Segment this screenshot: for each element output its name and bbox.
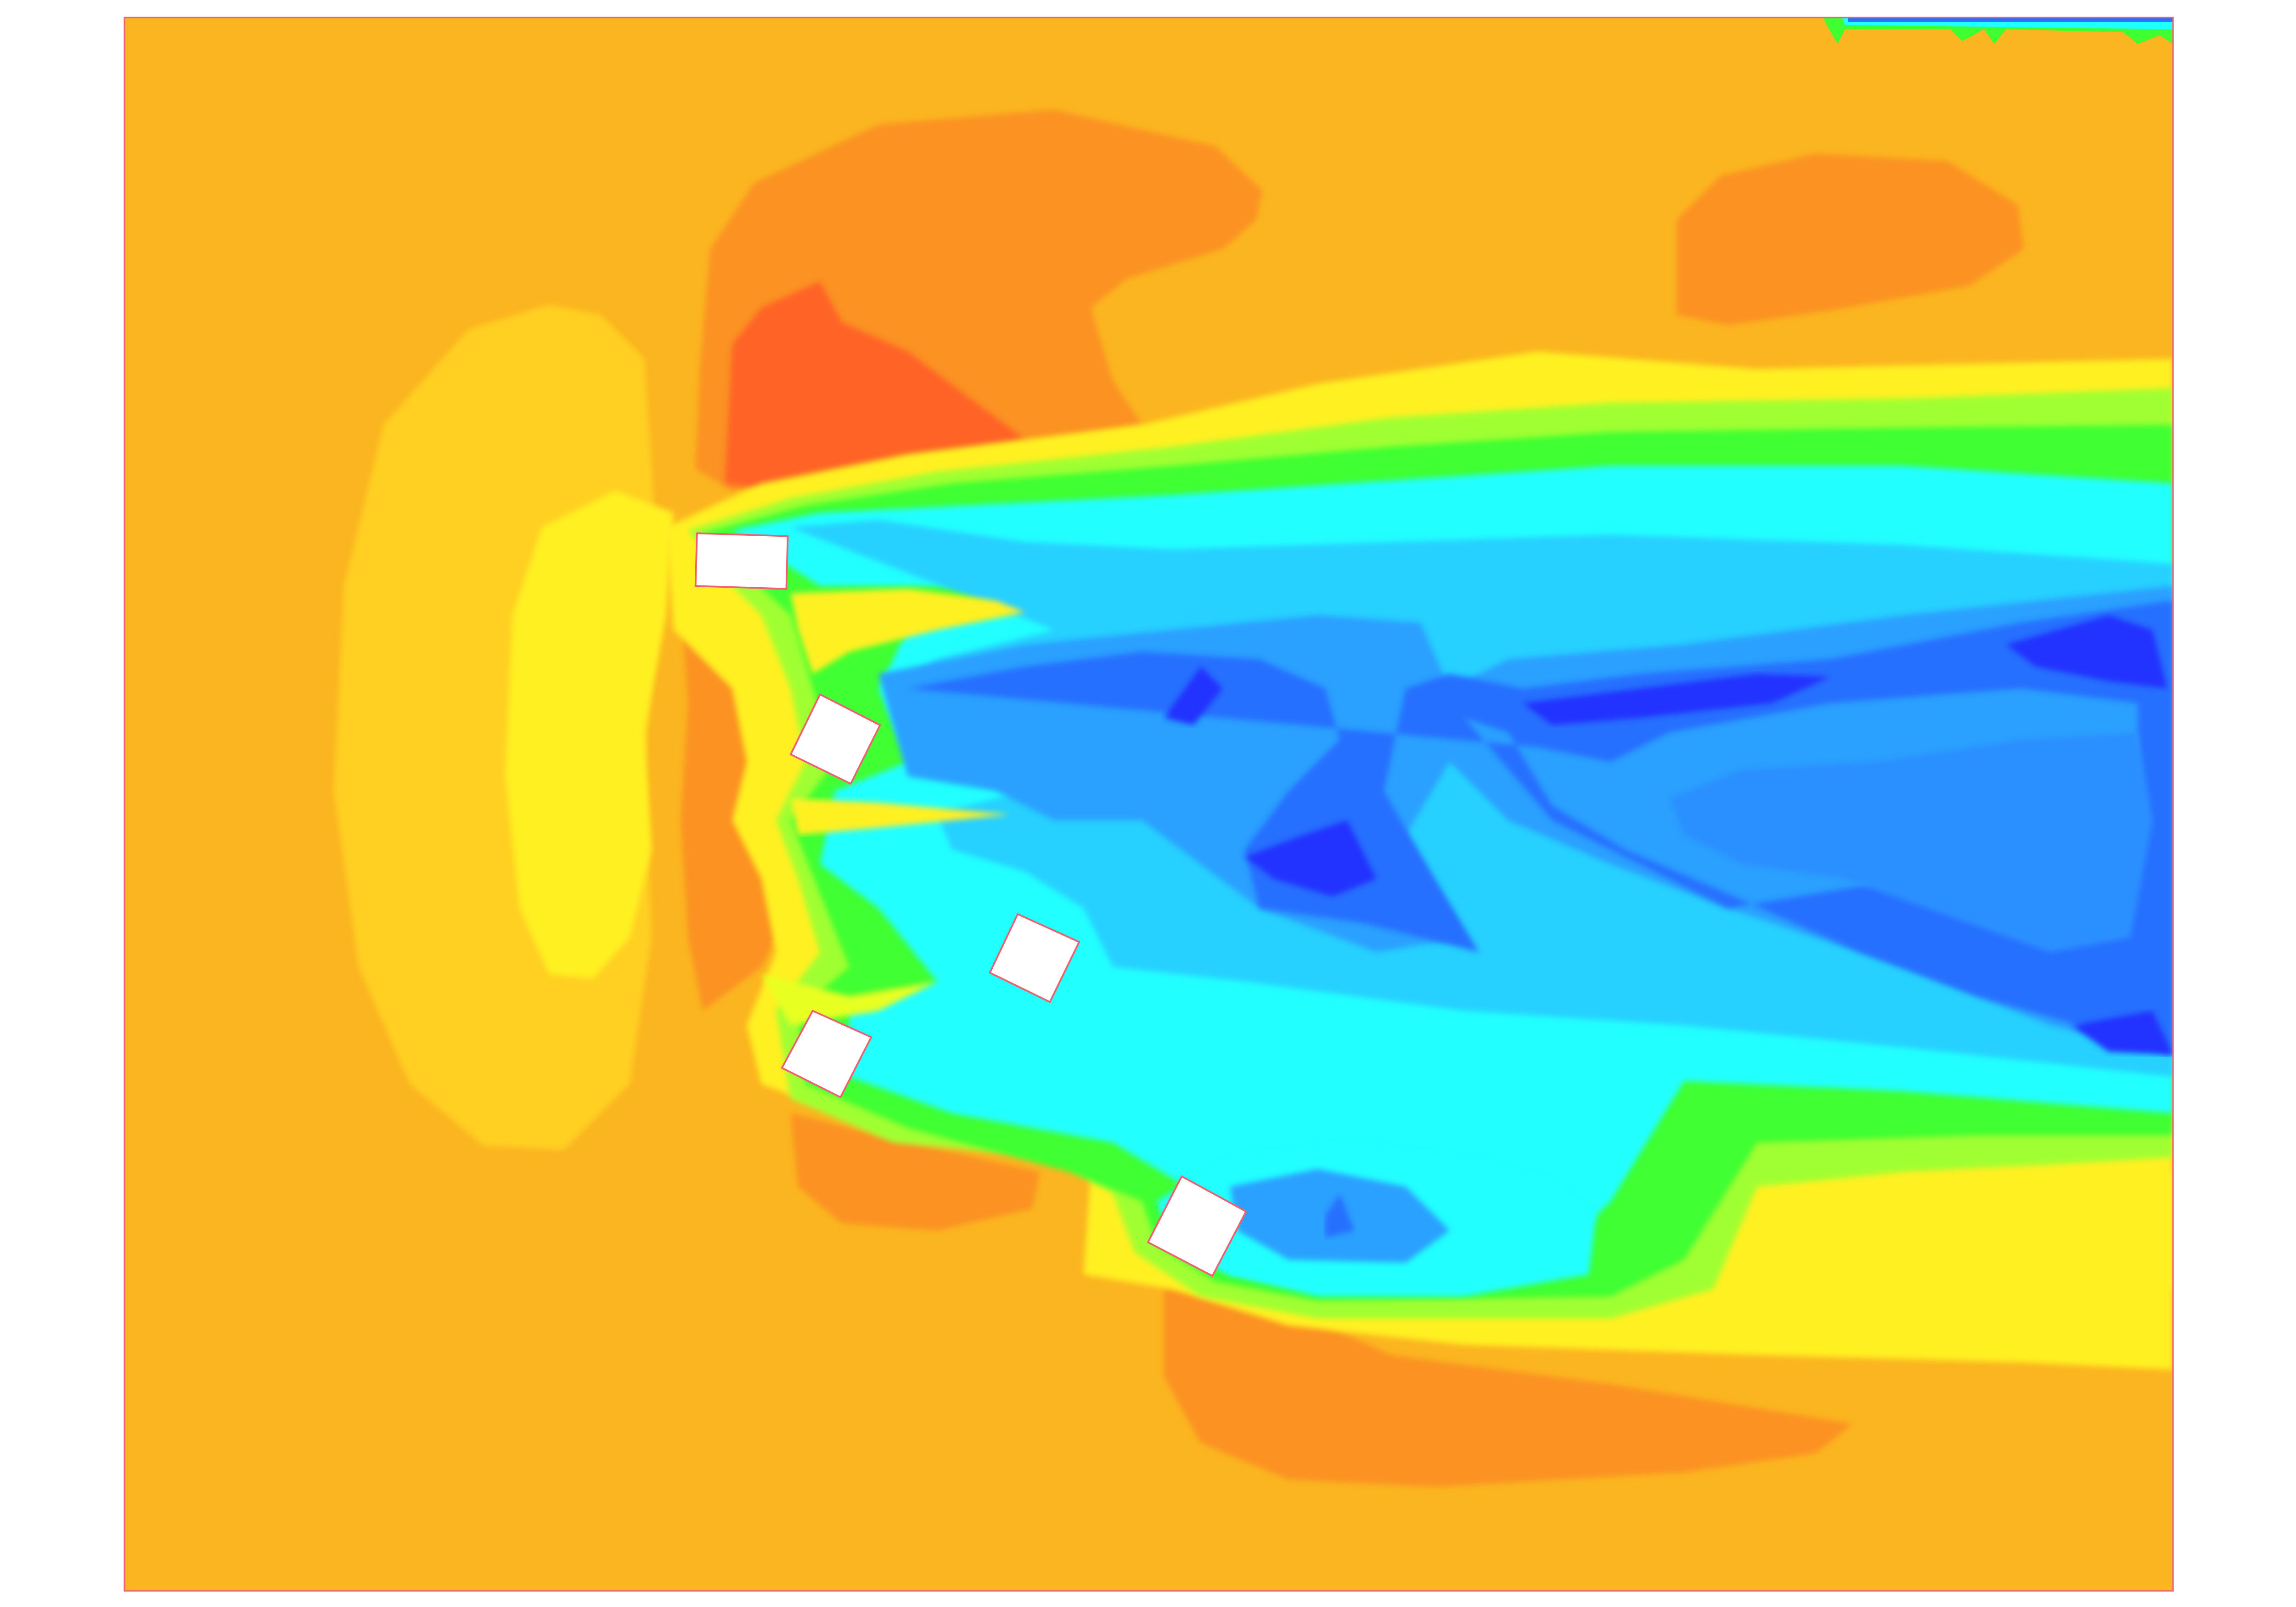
tail-yellow-right	[1757, 1172, 2173, 1292]
obstacles	[694, 532, 1247, 1277]
deep-blue-patch-2	[2006, 615, 2167, 689]
deep-blue-patch-3	[1244, 820, 1377, 897]
deep-blue-patch-4	[2072, 1011, 2173, 1055]
obstacle-5	[1147, 1175, 1247, 1277]
finger-yellow-mid-2	[761, 974, 937, 1026]
obstacle-1	[694, 532, 789, 590]
lower-wake-deep	[1325, 1194, 1355, 1238]
orange-lobe-lower-left	[790, 1113, 1040, 1231]
obstacle-3	[989, 913, 1080, 1003]
orange-lobe-top-right	[1677, 154, 2024, 326]
deep-blue-patch-1	[1523, 674, 1830, 725]
wake-light-blue-core	[1669, 732, 2153, 952]
wake-blue	[908, 601, 2173, 1055]
top-wall-blue	[1848, 17, 2173, 22]
finger-yellow-mid	[790, 798, 1011, 835]
finger-yellow-upper	[790, 589, 1025, 674]
deep-blue-patch-5	[1164, 666, 1223, 725]
red-lobe-top	[725, 281, 1025, 491]
plot-frame	[124, 17, 2174, 1592]
obstacle-2	[790, 693, 881, 785]
orange-lobe-bottom	[1164, 1289, 1852, 1487]
stagnation-lobe-inner	[505, 490, 674, 979]
obstacle-4	[781, 1010, 872, 1098]
